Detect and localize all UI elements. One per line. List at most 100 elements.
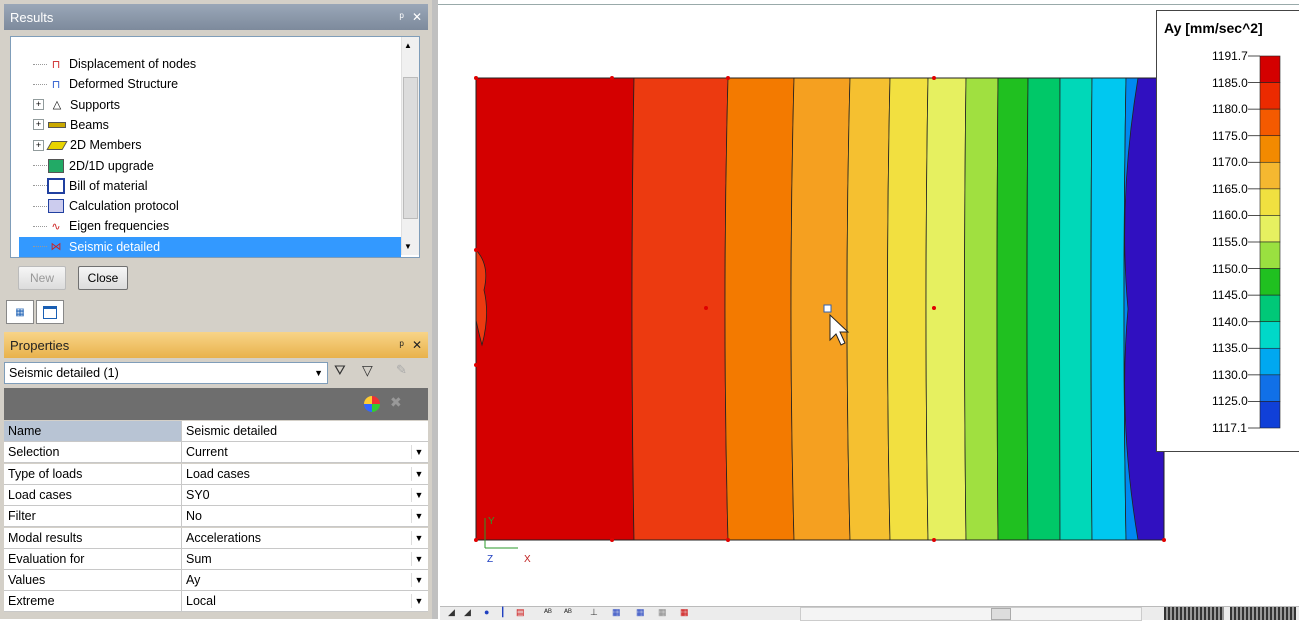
toolbar-icon[interactable]: ▦ xyxy=(636,607,645,617)
expand-icon[interactable]: + xyxy=(33,139,44,151)
property-value[interactable]: Ay ▼ xyxy=(182,570,428,592)
contour-band xyxy=(1090,77,1127,541)
tree-item[interactable]: Bill of material xyxy=(11,176,401,196)
tree-item[interactable]: + △ Supports xyxy=(11,95,401,115)
scroll-thumb[interactable] xyxy=(403,77,418,219)
contour-band xyxy=(631,77,729,541)
results-title-text: Results xyxy=(10,9,54,25)
tree-item[interactable]: ⊓ Deformed Structure xyxy=(11,74,401,94)
property-value[interactable]: No ▼ xyxy=(182,506,428,528)
legend-swatch xyxy=(1259,108,1281,137)
toolbar-icon[interactable]: ┃ xyxy=(500,607,506,617)
property-value[interactable]: SY0 ▼ xyxy=(182,484,428,506)
pin-icon[interactable]: ᵖ xyxy=(399,10,404,24)
node-marker[interactable] xyxy=(932,76,936,80)
legend-label: 1145.0 xyxy=(1212,288,1248,303)
chevron-down-icon[interactable]: ▼ xyxy=(411,466,426,481)
node-marker[interactable] xyxy=(610,538,614,542)
node-marker[interactable] xyxy=(726,76,730,80)
tree-item[interactable]: 2D/1D upgrade xyxy=(11,156,401,176)
close-icon[interactable]: ✕ xyxy=(411,10,422,24)
displacement-icon: ⊓ xyxy=(51,58,61,71)
expand-icon[interactable]: + xyxy=(33,99,44,111)
tree-item[interactable]: ⊓ Displacement of nodes xyxy=(11,54,401,74)
node-marker[interactable] xyxy=(474,76,478,80)
chevron-down-icon[interactable]: ▼ xyxy=(411,509,426,524)
legend-label: 1155.0 xyxy=(1212,235,1248,249)
toolbar-icon[interactable]: ᴬᴮ xyxy=(564,607,572,617)
toolbar-icon[interactable]: ▦ xyxy=(612,607,621,617)
property-value-text: No xyxy=(186,509,202,524)
y-axis-label: Y xyxy=(488,516,495,527)
properties-selector[interactable]: Seismic detailed (1) ▼ xyxy=(4,362,328,384)
toolbar-icon[interactable]: ◢ xyxy=(448,607,455,617)
property-name: Selection xyxy=(4,442,182,464)
tree-connector xyxy=(33,165,47,166)
toolbar-icon[interactable]: ⊥ xyxy=(590,607,598,617)
property-row: Type of loads Load cases ▼ xyxy=(4,463,428,485)
expand-icon[interactable]: + xyxy=(33,119,44,131)
tree-item[interactable]: Calculation protocol xyxy=(11,196,401,216)
tab-window[interactable] xyxy=(36,300,64,324)
property-value-text: Seismic detailed xyxy=(186,424,278,438)
tree-item-label: Displacement of nodes xyxy=(69,57,197,71)
tree-item[interactable]: ∿ Eigen frequencies xyxy=(11,216,401,236)
node-marker[interactable] xyxy=(610,76,614,80)
splitter[interactable] xyxy=(432,0,438,619)
legend-label: 1130.0 xyxy=(1212,367,1248,382)
property-name: Evaluation for xyxy=(4,548,182,570)
tree-scrollbar[interactable]: ▲ ▼ xyxy=(401,37,419,255)
property-value[interactable]: Current ▼ xyxy=(182,442,428,464)
node-marker[interactable] xyxy=(932,538,936,542)
chevron-down-icon[interactable]: ▼ xyxy=(411,445,426,460)
property-value[interactable]: Local ▼ xyxy=(182,591,428,613)
tree-item[interactable]: + Beams xyxy=(11,115,401,135)
color-icon[interactable] xyxy=(364,396,380,412)
toolbar-icon[interactable]: ᴬᴮ xyxy=(544,607,552,617)
filter-add-icon[interactable]: ▽ xyxy=(362,362,373,378)
node-marker[interactable] xyxy=(1162,538,1166,542)
property-value[interactable]: Accelerations ▼ xyxy=(182,527,428,549)
chevron-down-icon[interactable]: ▼ xyxy=(411,551,426,566)
property-name: Modal results xyxy=(4,527,182,549)
close-button[interactable]: Close xyxy=(78,266,128,290)
tree-item-label: Deformed Structure xyxy=(69,77,179,92)
scroll-thumb[interactable] xyxy=(991,608,1011,620)
tab-tree[interactable]: ▦ xyxy=(6,300,34,324)
property-value[interactable]: Load cases ▼ xyxy=(182,463,428,485)
pin-icon[interactable]: ᵖ xyxy=(399,338,404,352)
tree-connector xyxy=(33,83,47,85)
close-icon[interactable]: ✕ xyxy=(411,338,422,352)
node-marker[interactable] xyxy=(474,248,478,252)
properties-toolbar: ✖ xyxy=(4,388,428,420)
tree-connector xyxy=(33,63,47,65)
property-value[interactable]: Sum ▼ xyxy=(182,548,428,570)
node-marker[interactable] xyxy=(726,538,730,542)
tree-connector xyxy=(33,246,47,248)
toolbar-icon[interactable]: ▦ xyxy=(680,607,689,617)
property-value[interactable]: Seismic detailed xyxy=(182,421,428,442)
tree-item[interactable]: +2D Members xyxy=(11,135,401,155)
protocol-icon xyxy=(47,199,65,214)
toolbar-icon[interactable]: ▤ xyxy=(516,607,525,617)
chevron-down-icon[interactable]: ▼ xyxy=(411,573,426,588)
node-marker[interactable] xyxy=(704,306,708,310)
toolbar-icon[interactable]: ◢ xyxy=(464,607,471,617)
legend-swatch xyxy=(1259,135,1281,163)
chevron-down-icon[interactable]: ▼ xyxy=(411,594,426,609)
toolbar-icon[interactable]: ● xyxy=(484,607,490,617)
property-value-text: Current xyxy=(186,445,228,460)
node-marker[interactable] xyxy=(474,363,478,367)
toolbar-icon[interactable]: ▦ xyxy=(658,607,667,617)
new-button[interactable]: New xyxy=(18,266,66,290)
chevron-down-icon: ▼ xyxy=(314,368,323,378)
node-marker[interactable] xyxy=(932,306,936,310)
tree-item-label: 2D Members xyxy=(70,138,142,153)
filter-icon[interactable]: ⛛ xyxy=(334,362,346,378)
seismic-icon: ⋈ xyxy=(50,241,62,254)
node-marker[interactable] xyxy=(474,538,478,542)
chevron-down-icon[interactable]: ▼ xyxy=(411,487,426,502)
contour-band xyxy=(1124,77,1165,541)
chevron-down-icon[interactable]: ▼ xyxy=(411,530,426,545)
tree-item[interactable]: ⋈ Seismic detailed xyxy=(19,236,401,257)
